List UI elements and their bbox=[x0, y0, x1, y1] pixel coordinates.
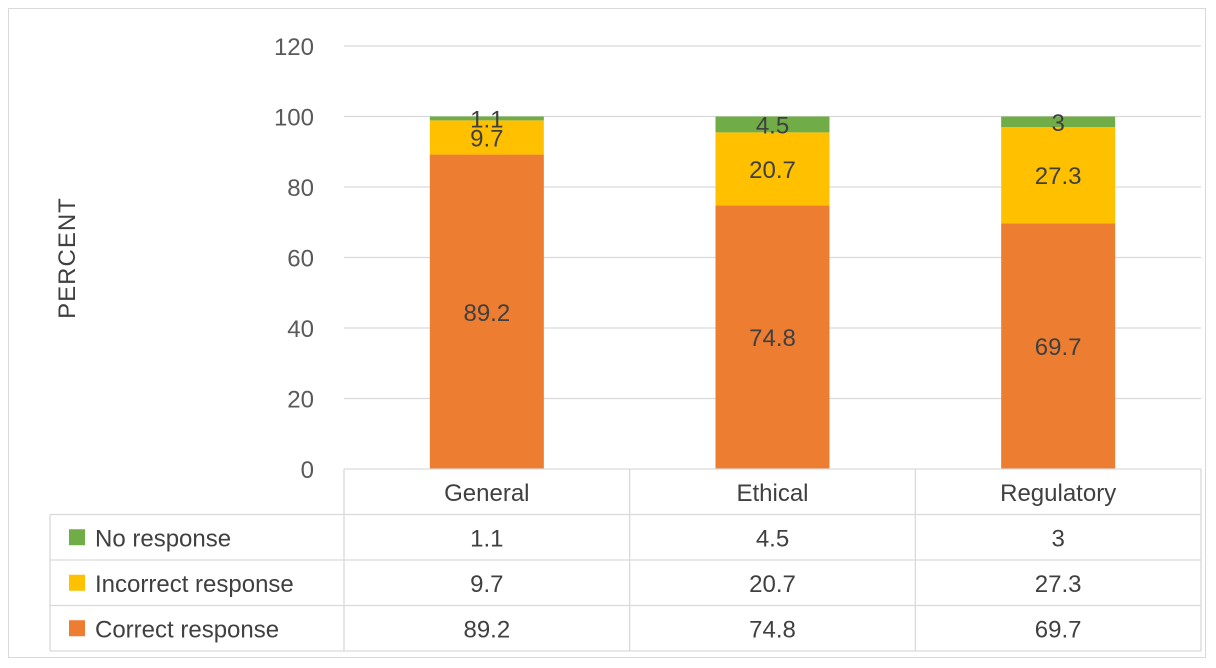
data-label: 9.7 bbox=[470, 125, 503, 152]
table-value: 4.5 bbox=[756, 525, 789, 552]
bar-segment bbox=[429, 116, 544, 121]
table-value: 9.7 bbox=[470, 571, 503, 598]
bar-segment bbox=[1001, 116, 1116, 128]
data-label: 27.3 bbox=[1035, 163, 1082, 190]
data-label: 3 bbox=[1051, 110, 1064, 137]
category-label: Regulatory bbox=[1000, 480, 1116, 507]
y-tick-label: 0 bbox=[301, 457, 314, 484]
data-label: 20.7 bbox=[749, 157, 796, 184]
table-value: 27.3 bbox=[1035, 571, 1082, 598]
y-axis-title: PERCENT bbox=[54, 197, 81, 319]
bar-segment bbox=[715, 116, 830, 133]
table-value: 1.1 bbox=[470, 525, 503, 552]
y-tick-label: 80 bbox=[287, 175, 314, 202]
category-label: General bbox=[444, 480, 529, 507]
y-tick-label: 40 bbox=[287, 316, 314, 343]
table-value: 89.2 bbox=[463, 616, 510, 643]
y-axis-ticks: 0 20 40 60 80 100 120 bbox=[274, 34, 314, 484]
y-tick-label: 120 bbox=[274, 34, 314, 61]
data-label: 89.2 bbox=[463, 300, 510, 327]
y-tick-label: 20 bbox=[287, 387, 314, 414]
table-value: 20.7 bbox=[749, 571, 796, 598]
data-table: General Ethical Regulatory No response 1.1 4.… bbox=[49, 468, 1202, 652]
bar-segment bbox=[715, 205, 830, 469]
bar-segment bbox=[715, 132, 830, 206]
data-label: 74.8 bbox=[749, 325, 796, 352]
bar-segment bbox=[429, 120, 544, 155]
data-label: 69.7 bbox=[1035, 334, 1082, 361]
table-value: 3 bbox=[1051, 525, 1064, 552]
category-label: Ethical bbox=[736, 480, 808, 507]
bar-segment bbox=[1001, 127, 1116, 224]
data-labels: 89.2 9.71.1 74.8 20.7 4.5 69.7 27.3 3 bbox=[463, 106, 1081, 361]
data-label: 1.1 bbox=[470, 106, 503, 133]
legend-label: Incorrect response bbox=[95, 571, 294, 598]
legend-label: Correct response bbox=[95, 616, 279, 643]
legend-swatch bbox=[69, 620, 85, 637]
data-label: 4.5 bbox=[756, 112, 789, 139]
legend-swatch bbox=[69, 529, 85, 546]
table-value: 69.7 bbox=[1035, 616, 1082, 643]
legend-label: No response bbox=[95, 525, 231, 552]
bar-segment bbox=[1001, 223, 1116, 469]
bar-segment bbox=[429, 154, 544, 469]
chart-frame bbox=[8, 8, 1206, 658]
y-tick-label: 60 bbox=[287, 246, 314, 273]
legend-swatch bbox=[69, 574, 85, 591]
table-value: 74.8 bbox=[749, 616, 796, 643]
y-tick-label: 100 bbox=[274, 105, 314, 132]
bars bbox=[429, 116, 1116, 469]
